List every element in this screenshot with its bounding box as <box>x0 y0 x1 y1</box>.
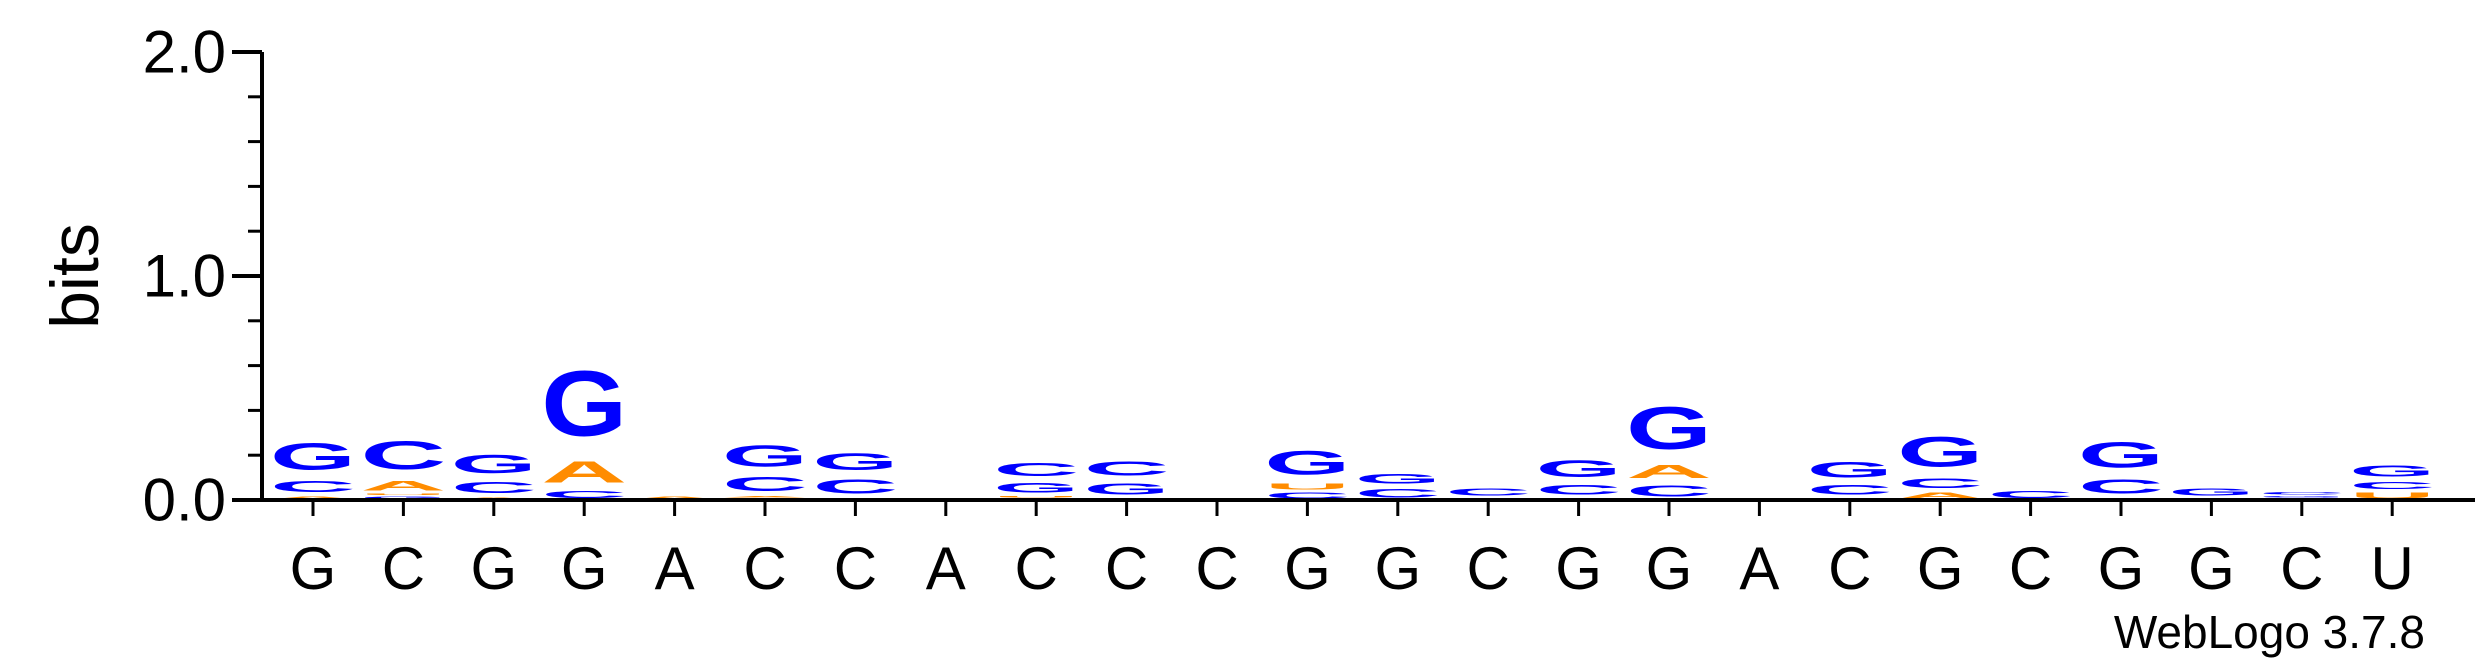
logo-letter-c: C <box>1626 482 1712 500</box>
logo-letter-c: C <box>1536 482 1622 498</box>
logo-letter-c: C <box>270 478 356 496</box>
logo-letter-a: A <box>360 477 446 493</box>
logo-letter-c: C <box>2259 491 2345 495</box>
logo-letter-c: C <box>360 433 446 478</box>
x-tick-label: C <box>2280 535 2323 602</box>
logo-letter-c: C <box>812 476 898 498</box>
logo-letter-g: G <box>1536 455 1622 482</box>
logo-letter-g: G <box>2168 487 2254 498</box>
x-tick-label: C <box>1828 535 1871 602</box>
logo-letter-g: G <box>270 435 356 478</box>
logo-letter-g: G <box>1897 428 1983 475</box>
x-tick-label: C <box>1467 535 1510 602</box>
logo-letter-a: A <box>1626 462 1712 482</box>
x-tick-label: A <box>1739 535 1779 602</box>
logo-letter-c: C <box>1084 458 1170 480</box>
logo-letter-g: G <box>1084 480 1170 498</box>
x-tick-label: G <box>1555 535 1602 602</box>
x-tick-label: G <box>2098 535 2145 602</box>
logo-letter-u: U <box>360 493 446 495</box>
logo-letter-c: C <box>541 489 627 500</box>
logo-letter-g: G <box>722 440 808 473</box>
y-tick-label: 1.0 <box>143 243 226 310</box>
x-tick-label: G <box>1374 535 1421 602</box>
x-tick-label: C <box>382 535 425 602</box>
x-tick-label: G <box>561 535 608 602</box>
logo-letter-a: A <box>270 496 356 500</box>
logo-letter-c: C <box>2078 476 2164 498</box>
letter-stacks: ACGGUACACGCAGAUACGACGAUGCAGCCUGCGUCACGCA… <box>270 352 2435 500</box>
logo-letter-c: C <box>1897 475 1983 491</box>
logo-letter-g: G <box>1807 457 1893 482</box>
y-axis: 0.0 1.0 2.0 bits <box>37 19 264 534</box>
logo-letter-g: G <box>812 448 898 475</box>
logo-letter-c: C <box>722 473 808 495</box>
logo-letter-a: A <box>722 496 808 498</box>
logo-letter-g: G <box>1264 444 1350 482</box>
logo-letter-g: G <box>541 352 627 455</box>
x-tick-label: G <box>470 535 517 602</box>
y-tick-label: 2.0 <box>143 19 226 86</box>
x-tick-label: C <box>1195 535 1238 602</box>
x-tick-label: C <box>1105 535 1148 602</box>
x-tick-label: U <box>2371 535 2414 602</box>
logo-letter-g: G <box>2078 435 2164 475</box>
x-tick-label: C <box>834 535 877 602</box>
x-tick-label: G <box>1646 535 1693 602</box>
logo-letter-u: U <box>1264 482 1350 491</box>
y-axis-label: bits <box>37 223 113 329</box>
logo-letter-g: G <box>2259 496 2345 498</box>
logo-letter-c: C <box>1988 489 2074 500</box>
logo-letter-a: A <box>632 496 718 500</box>
logo-letter-g: G <box>2349 462 2435 480</box>
y-tick-label: 0.0 <box>143 467 226 534</box>
x-tick-label: G <box>290 535 337 602</box>
logo-letter-c: C <box>993 460 1079 480</box>
weblogo-credit: WebLogo 3.7.8 <box>2114 606 2425 658</box>
logo-letter-g: G <box>1626 394 1712 462</box>
logo-letter-c: C <box>1445 487 1531 498</box>
logo-letter-u: U <box>2349 491 2435 500</box>
x-tick-label: C <box>2009 535 2052 602</box>
logo-letter-a: A <box>1897 491 1983 500</box>
x-tick-label: G <box>2188 535 2235 602</box>
logo-letter-g: G <box>1355 471 1441 487</box>
x-tick-label: C <box>743 535 786 602</box>
x-tick-label: G <box>1284 535 1331 602</box>
x-tick-label: A <box>926 535 966 602</box>
logo-letter-c: C <box>451 479 537 497</box>
logo-letter-u: U <box>993 496 1079 498</box>
x-tick-label: A <box>655 535 695 602</box>
y-major-ticks: 0.0 1.0 2.0 <box>143 19 262 534</box>
x-tick-label: C <box>1015 535 1058 602</box>
x-tick-label: G <box>1917 535 1964 602</box>
logo-letter-g: G <box>451 450 537 479</box>
logo-letter-c: C <box>1807 482 1893 498</box>
logo-letter-c: C <box>1355 486 1441 500</box>
logo-letter-a: A <box>541 455 627 489</box>
logo-letter-c: C <box>1264 491 1350 500</box>
logo-letter-g: G <box>360 495 446 500</box>
logo-letter-g: G <box>993 480 1079 496</box>
logo-letter-c: C <box>2349 480 2435 491</box>
